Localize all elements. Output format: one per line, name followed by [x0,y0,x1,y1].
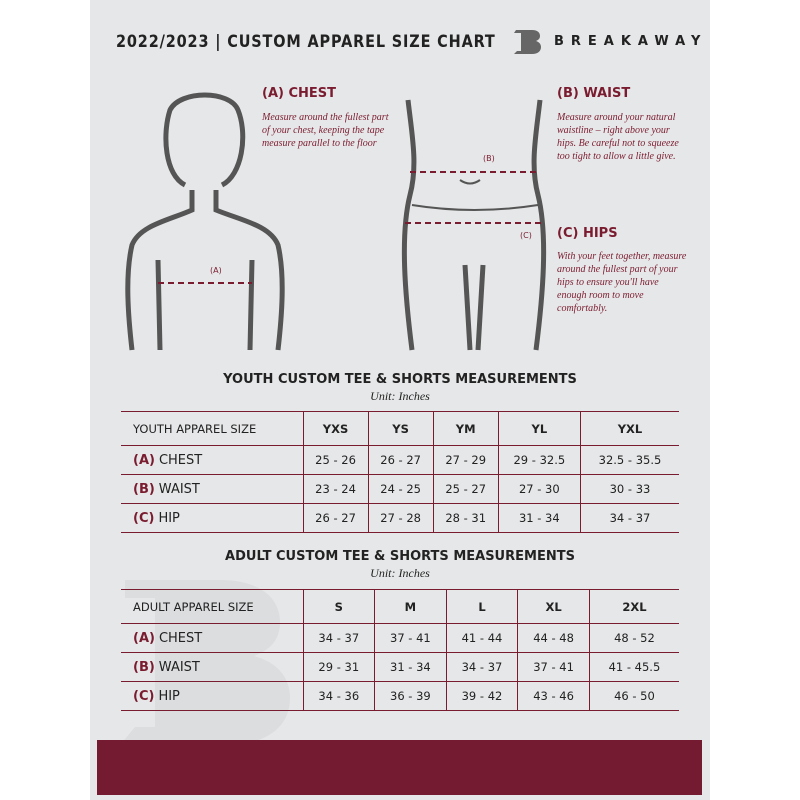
row-letter: (C) [133,688,155,704]
measurement-cell: 37 - 41 [374,623,447,653]
brand-logo: BREAKAWAY [512,26,707,56]
table-row: (A) CHEST 34 - 37 37 - 41 41 - 44 44 - 48 48 -… [121,623,679,653]
header-cell: YXL [579,411,679,446]
row-label: (A) CHEST [121,445,303,475]
chest-description: Measure around the fullest part of your … [262,112,389,149]
row-label: (A) CHEST [121,623,303,653]
measurement-cell: 48 - 52 [588,623,679,653]
measurement-cell: 27 - 29 [432,445,499,475]
measurement-cell: 24 - 25 [367,474,434,504]
row-name: CHEST [158,630,203,646]
measurement-cell: 41 - 44 [445,623,518,653]
row-letter: (B) [133,659,155,675]
chest-marker: (A) [210,266,222,275]
measurement-cell: 25 - 26 [302,445,369,475]
row-name: HIP [158,688,180,704]
measurement-cell: 36 - 39 [374,681,447,711]
row-letter: (A) [133,630,155,646]
header-cell: YS [367,411,434,446]
measurement-cell: 34 - 36 [302,681,375,711]
measurement-cell: 31 - 34 [374,652,447,682]
measurement-cell: 26 - 27 [302,503,369,533]
measurement-cell: 27 - 28 [367,503,434,533]
measurement-cell: 46 - 50 [588,681,679,711]
upper-body-figure [125,92,285,351]
size-chart-page: 2022/2023 | CUSTOM APPAREL SIZE CHART BR… [90,0,710,800]
lower-body-figure [401,99,547,351]
measurement-cell: 29 - 31 [302,652,375,682]
measurement-cell: 29 - 32.5 [497,445,581,475]
measurement-cell: 25 - 27 [432,474,499,504]
measurement-cell: 30 - 33 [579,474,679,504]
waist-title: (B) WAIST [557,86,631,101]
adult-unit: Unit: Inches [370,566,430,580]
measurement-cell: 39 - 42 [445,681,518,711]
row-label: (B) WAIST [121,474,303,504]
hips-description: With your feet together, measure around … [557,251,687,314]
measurement-cell: 31 - 34 [497,503,581,533]
hips-marker: (C) [520,231,532,240]
measurement-cell: 26 - 27 [367,445,434,475]
youth-unit: Unit: Inches [370,389,430,403]
table-row: (A) CHEST 25 - 26 26 - 27 27 - 29 29 - 32.5 32… [121,445,679,475]
row-label: (B) WAIST [121,652,303,682]
measurement-cell: 27 - 30 [497,474,581,504]
header-cell: M [374,589,447,624]
row-name: WAIST [158,481,200,497]
header-cell: S [302,589,375,624]
table-row: (C) HIP 26 - 27 27 - 28 28 - 31 31 - 34 34 - 3… [121,503,679,533]
row-label: (C) HIP [121,681,303,711]
row-name: HIP [158,510,180,526]
table-row: (B) WAIST 29 - 31 31 - 34 34 - 37 37 - 41 41 -… [121,652,679,682]
measurement-cell: 32.5 - 35.5 [579,445,679,475]
page-title: 2022/2023 | CUSTOM APPAREL SIZE CHART [116,32,496,52]
measurement-cell: 34 - 37 [579,503,679,533]
row-name: CHEST [158,452,203,468]
measurement-cell: 41 - 45.5 [588,652,679,682]
hips-title: (C) HIPS [557,226,618,241]
header-cell: YOUTH APPAREL SIZE [121,411,303,446]
header-cell: YM [432,411,499,446]
youth-size-table: YOUTH APPAREL SIZE YXS YS YM YL YXL (A) CHEST 25… [121,411,679,533]
table-row: (B) WAIST 23 - 24 24 - 25 25 - 27 27 - 30 30 -… [121,474,679,504]
youth-table-title: YOUTH CUSTOM TEE & SHORTS MEASUREMENTS [223,372,577,387]
row-letter: (B) [133,481,155,497]
header-cell: L [445,589,518,624]
measurement-cell: 28 - 31 [432,503,499,533]
measurement-cell: 37 - 41 [517,652,590,682]
logo-icon [514,30,541,54]
row-name: WAIST [158,659,200,675]
header-cell: YL [497,411,581,446]
measurement-cell: 43 - 46 [517,681,590,711]
adult-size-table: ADULT APPAREL SIZE S M L XL 2XL (A) CHEST 34 - 3… [121,589,679,711]
row-letter: (A) [133,452,155,468]
header-cell: XL [517,589,590,624]
chest-title: (A) CHEST [262,86,337,101]
footer-band [97,740,702,795]
table-header-row: YOUTH APPAREL SIZE YXS YS YM YL YXL [121,411,679,446]
header-cell: 2XL [588,589,679,624]
header-cell: YXS [302,411,369,446]
row-letter: (C) [133,510,155,526]
header-cell: ADULT APPAREL SIZE [121,589,303,624]
table-row: (C) HIP 34 - 36 36 - 39 39 - 42 43 - 46 46 - 5… [121,681,679,711]
row-label: (C) HIP [121,503,303,533]
waist-description: Measure around your natural waistline – … [557,112,679,162]
measurement-cell: 44 - 48 [517,623,590,653]
measurement-cell: 34 - 37 [302,623,375,653]
measurement-cell: 23 - 24 [302,474,369,504]
table-header-row: ADULT APPAREL SIZE S M L XL 2XL [121,589,679,624]
waist-marker: (B) [483,154,495,163]
adult-table-title: ADULT CUSTOM TEE & SHORTS MEASUREMENTS [225,549,575,564]
measurement-cell: 34 - 37 [445,652,518,682]
